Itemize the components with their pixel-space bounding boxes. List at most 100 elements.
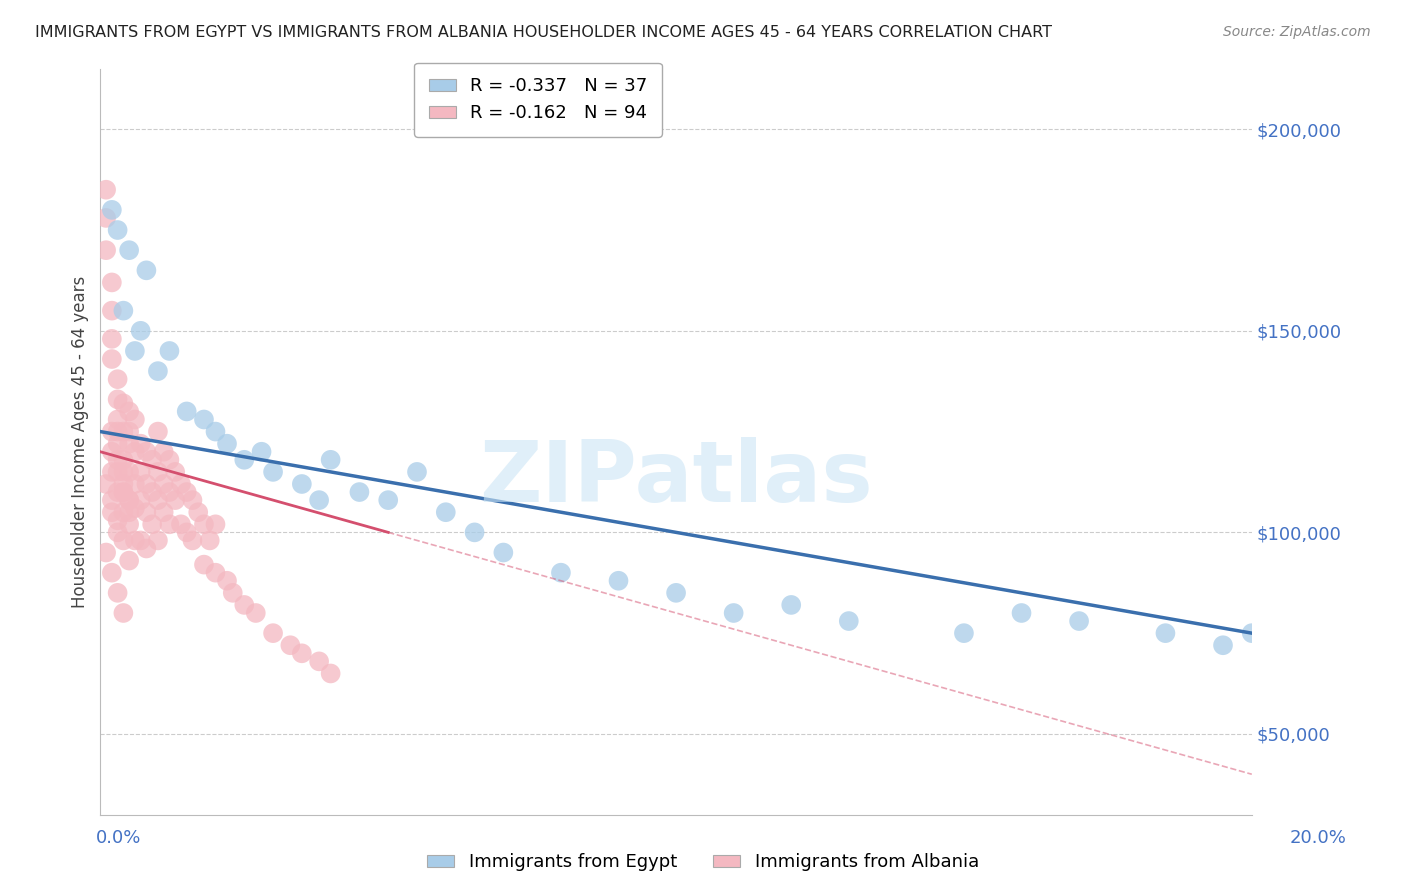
Point	[187, 505, 209, 519]
Point	[215, 574, 238, 588]
Point	[118, 425, 141, 439]
Point	[107, 525, 129, 540]
Point	[141, 517, 163, 532]
Point	[101, 351, 124, 366]
Point	[159, 517, 181, 532]
Legend: Immigrants from Egypt, Immigrants from Albania: Immigrants from Egypt, Immigrants from A…	[420, 847, 986, 879]
Point	[129, 324, 152, 338]
Point	[112, 477, 135, 491]
Point	[1067, 614, 1090, 628]
Legend: R = -0.337   N = 37, R = -0.162   N = 94: R = -0.337 N = 37, R = -0.162 N = 94	[415, 62, 662, 136]
Point	[129, 465, 152, 479]
Point	[107, 425, 129, 439]
Point	[170, 477, 193, 491]
Point	[176, 485, 198, 500]
Point	[129, 493, 152, 508]
Point	[181, 533, 204, 548]
Point	[118, 553, 141, 567]
Point	[204, 425, 226, 439]
Point	[112, 425, 135, 439]
Point	[176, 525, 198, 540]
Point	[159, 452, 181, 467]
Point	[118, 517, 141, 532]
Text: 0.0%: 0.0%	[96, 829, 141, 847]
Point	[94, 545, 117, 559]
Point	[198, 533, 221, 548]
Point	[607, 574, 630, 588]
Point	[118, 493, 141, 508]
Point	[152, 444, 174, 458]
Point	[222, 586, 245, 600]
Point	[141, 485, 163, 500]
Point	[101, 303, 124, 318]
Point	[146, 493, 169, 508]
Text: Source: ZipAtlas.com: Source: ZipAtlas.com	[1223, 25, 1371, 39]
Point	[101, 505, 124, 519]
Point	[118, 465, 141, 479]
Point	[135, 541, 157, 556]
Point	[118, 505, 141, 519]
Point	[107, 372, 129, 386]
Point	[101, 425, 124, 439]
Point	[245, 606, 267, 620]
Point	[193, 517, 215, 532]
Point	[780, 598, 803, 612]
Point	[291, 477, 314, 491]
Point	[665, 586, 688, 600]
Point	[101, 566, 124, 580]
Point	[107, 436, 129, 450]
Point	[349, 485, 371, 500]
Point	[141, 452, 163, 467]
Point	[262, 626, 284, 640]
Point	[107, 392, 129, 407]
Point	[107, 465, 129, 479]
Point	[124, 477, 146, 491]
Point	[159, 485, 181, 500]
Point	[135, 505, 157, 519]
Point	[181, 493, 204, 508]
Point	[107, 513, 129, 527]
Point	[107, 586, 129, 600]
Point	[129, 533, 152, 548]
Point	[124, 501, 146, 516]
Point	[176, 404, 198, 418]
Point	[135, 263, 157, 277]
Point	[118, 436, 141, 450]
Point	[101, 276, 124, 290]
Point	[135, 444, 157, 458]
Point	[101, 493, 124, 508]
Point	[215, 436, 238, 450]
Y-axis label: Householder Income Ages 45 - 64 years: Householder Income Ages 45 - 64 years	[72, 276, 89, 607]
Point	[377, 493, 399, 508]
Point	[107, 223, 129, 237]
Point	[112, 485, 135, 500]
Point	[101, 332, 124, 346]
Text: ZIPatlas: ZIPatlas	[479, 437, 873, 520]
Point	[723, 606, 745, 620]
Point	[550, 566, 572, 580]
Point	[165, 465, 187, 479]
Point	[291, 646, 314, 660]
Point	[406, 465, 429, 479]
Point	[135, 477, 157, 491]
Point	[464, 525, 486, 540]
Point	[250, 444, 273, 458]
Point	[112, 606, 135, 620]
Point	[262, 465, 284, 479]
Point	[112, 505, 135, 519]
Point	[118, 493, 141, 508]
Point	[152, 477, 174, 491]
Point	[146, 364, 169, 378]
Point	[101, 444, 124, 458]
Point	[319, 452, 342, 467]
Point	[112, 533, 135, 548]
Point	[233, 452, 256, 467]
Point	[280, 638, 302, 652]
Point	[308, 493, 330, 508]
Point	[159, 343, 181, 358]
Point	[118, 243, 141, 257]
Point	[1240, 626, 1263, 640]
Point	[492, 545, 515, 559]
Point	[94, 477, 117, 491]
Point	[101, 465, 124, 479]
